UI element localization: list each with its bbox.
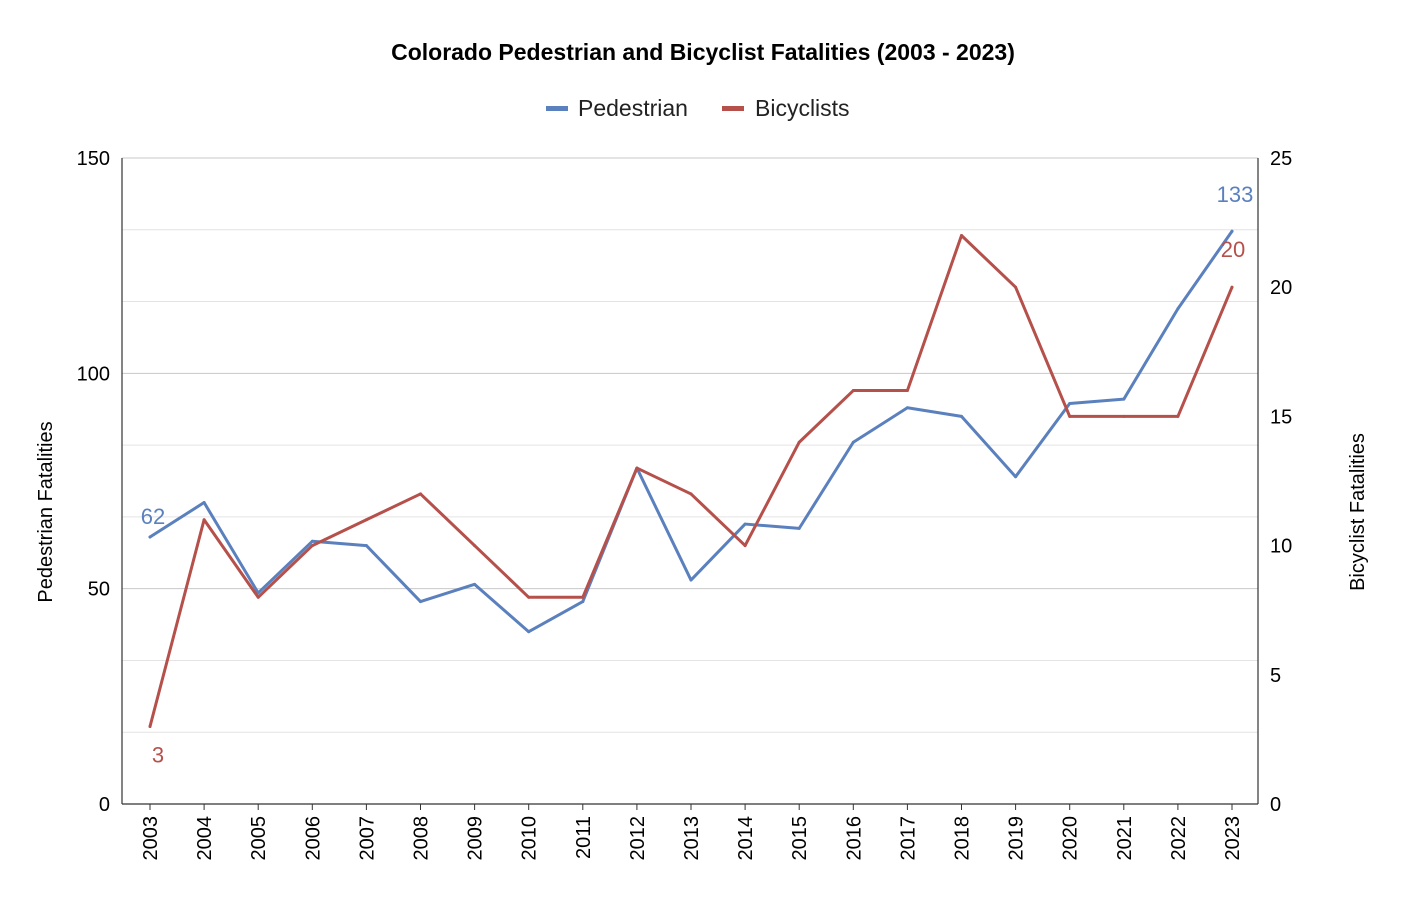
data-point-bicyclists — [851, 389, 855, 393]
y-tick-label-left: 50 — [88, 579, 110, 601]
x-tick-label: 2017 — [897, 816, 919, 861]
data-point-bicyclists — [1230, 285, 1234, 289]
legend: Pedestrian Bicyclists — [546, 95, 850, 121]
x-tick-label: 2009 — [465, 816, 487, 861]
data-point-bicyclists — [905, 389, 909, 393]
data-point-pedestrian — [1014, 475, 1018, 479]
data-point-pedestrian — [148, 535, 152, 539]
legend-label-pedestrian: Pedestrian — [578, 95, 688, 121]
x-tick-label: 2012 — [627, 816, 649, 861]
data-point-pedestrian — [419, 600, 422, 604]
y-axis-title-right: Bicyclist Fatalities — [1347, 433, 1369, 591]
data-point-bicyclists — [148, 724, 152, 728]
y-tick-label-left: 150 — [77, 148, 110, 170]
data-point-pedestrian — [473, 582, 477, 586]
legend-swatch-pedestrian — [546, 106, 568, 111]
data-point-bicyclists — [743, 544, 747, 548]
data-point-bicyclists — [256, 595, 260, 599]
data-label-bicyclists-first: 3 — [152, 742, 164, 767]
y-tick-label-right: 10 — [1270, 536, 1292, 558]
axes: 0 50 100 150 0 5 10 15 20 25 2003 2004 2005 2006 2007 2… — [77, 148, 1293, 861]
data-point-pedestrian — [851, 440, 855, 444]
x-tick-label: 2023 — [1222, 816, 1244, 861]
data-point-bicyclists — [202, 518, 206, 522]
x-tick-label: 2016 — [843, 816, 865, 861]
data-point-pedestrian — [905, 406, 909, 410]
x-tick-label: 2004 — [194, 816, 216, 861]
data-point-pedestrian — [689, 578, 693, 582]
data-point-bicyclists — [1122, 414, 1126, 418]
x-tick-label: 2021 — [1114, 816, 1136, 861]
data-point-bicyclists — [364, 518, 368, 522]
data-point-bicyclists — [419, 492, 422, 496]
data-point-bicyclists — [960, 234, 963, 238]
x-tick-label: 2008 — [411, 816, 433, 861]
x-tick-label: 2022 — [1168, 816, 1190, 861]
y-tick-label-right: 5 — [1270, 665, 1281, 687]
legend-swatch-bicyclists — [722, 106, 744, 111]
x-tick-label: 2010 — [519, 816, 541, 861]
chart-title: Colorado Pedestrian and Bicyclist Fatali… — [391, 39, 1015, 65]
data-point-pedestrian — [1230, 229, 1234, 233]
data-label-pedestrian-last: 133 — [1217, 182, 1254, 207]
data-labels: 62 133 3 20 — [141, 182, 1254, 767]
data-point-pedestrian — [960, 414, 963, 418]
x-tick-label: 2006 — [302, 816, 324, 861]
y-tick-label-right: 15 — [1270, 406, 1292, 428]
data-point-pedestrian — [364, 544, 368, 548]
data-point-bicyclists — [310, 544, 314, 548]
x-tick-label: 2011 — [573, 816, 595, 859]
data-label-bicyclists-last: 20 — [1221, 237, 1245, 262]
data-point-pedestrian — [310, 539, 314, 543]
data-point-pedestrian — [797, 526, 801, 530]
data-point-pedestrian — [202, 501, 206, 505]
data-point-bicyclists — [1014, 285, 1018, 289]
data-point-bicyclists — [581, 595, 585, 599]
x-tick-label: 2018 — [952, 816, 974, 861]
series-line-pedestrian — [148, 229, 1234, 634]
data-point-pedestrian — [1122, 397, 1126, 401]
x-tick-label: 2003 — [140, 816, 162, 861]
data-point-bicyclists — [1068, 414, 1072, 418]
data-point-bicyclists — [689, 492, 693, 496]
series-lines — [148, 229, 1234, 728]
x-tick-label: 2019 — [1006, 816, 1028, 861]
x-tick-label: 2020 — [1060, 816, 1082, 861]
data-point-pedestrian — [527, 630, 531, 634]
data-point-pedestrian — [1068, 401, 1072, 405]
data-label-pedestrian-first: 62 — [141, 504, 165, 529]
data-point-bicyclists — [1176, 414, 1180, 418]
data-point-pedestrian — [581, 600, 585, 604]
y-tick-label-right: 0 — [1270, 794, 1281, 816]
y-tick-label-left: 100 — [77, 363, 110, 385]
x-tick-label: 2015 — [789, 816, 811, 861]
data-point-bicyclists — [635, 466, 639, 470]
x-tick-label: 2014 — [735, 816, 757, 861]
data-point-bicyclists — [473, 544, 477, 548]
y-tick-label-left: 0 — [99, 794, 110, 816]
data-point-pedestrian — [1176, 307, 1180, 311]
legend-label-bicyclists: Bicyclists — [755, 95, 850, 121]
gridlines — [122, 157, 1258, 733]
x-tick-label: 2005 — [248, 816, 270, 861]
x-tick-label: 2007 — [356, 816, 378, 861]
y-tick-label-right: 20 — [1270, 277, 1292, 299]
x-tick-label: 2013 — [681, 816, 703, 861]
data-point-bicyclists — [527, 595, 531, 599]
data-point-bicyclists — [797, 440, 801, 444]
data-point-pedestrian — [743, 522, 747, 526]
y-axis-title-left: Pedestrian Fatalities — [35, 421, 57, 602]
y-tick-label-right: 25 — [1270, 148, 1292, 170]
series-line-bicyclists — [148, 234, 1234, 728]
